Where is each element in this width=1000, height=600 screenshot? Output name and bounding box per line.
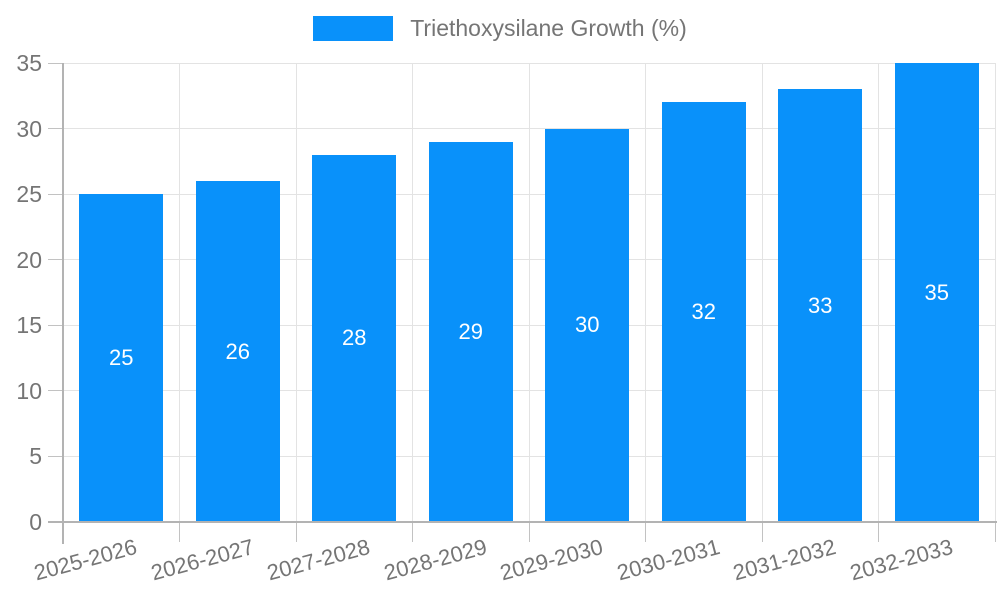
bar-value-label: 29 (458, 318, 483, 344)
bar[interactable]: 35 (894, 63, 979, 522)
y-axis-tick (48, 193, 63, 195)
bar-value-label: 26 (225, 338, 250, 364)
y-tick-label: 25 (16, 181, 42, 208)
bar-value-label: 32 (691, 299, 716, 325)
v-gridline (528, 63, 530, 522)
legend: Triethoxysilane Growth (%) (0, 15, 1000, 42)
y-axis-tick (48, 259, 63, 261)
y-tick-label: 35 (16, 50, 42, 76)
bar[interactable]: 26 (195, 181, 280, 522)
y-tick-label: 5 (29, 443, 42, 470)
bar[interactable]: 30 (545, 128, 630, 522)
bar-value-label: 35 (924, 279, 949, 305)
x-axis-tick (179, 522, 180, 542)
x-axis-tick (528, 522, 530, 542)
bar[interactable]: 33 (778, 89, 863, 522)
x-axis-tick (761, 522, 763, 542)
v-gridline (878, 63, 879, 522)
v-gridline (412, 63, 413, 522)
x-axis-tick (994, 522, 996, 542)
x-axis-tick (412, 522, 413, 542)
bar[interactable]: 32 (661, 102, 746, 522)
v-gridline (645, 63, 646, 522)
v-gridline (179, 63, 180, 522)
y-tick-label: 15 (16, 312, 42, 339)
x-axis-line (48, 521, 997, 523)
v-gridline (994, 63, 996, 522)
y-axis-tick (48, 62, 63, 64)
y-axis-tick (48, 128, 63, 130)
y-tick-label: 30 (16, 115, 42, 142)
x-axis-tick (295, 522, 297, 542)
y-tick-label: 0 (29, 509, 42, 535)
x-axis-tick (645, 522, 646, 542)
bar-value-label: 25 (109, 345, 134, 371)
bar[interactable]: 28 (312, 154, 397, 522)
y-tick-label: 10 (16, 377, 42, 404)
y-axis-line (62, 63, 64, 544)
bar-value-label: 28 (342, 325, 367, 351)
x-axis-tick (878, 522, 879, 542)
y-axis-tick (48, 390, 63, 392)
v-gridline (761, 63, 763, 522)
bar-value-label: 33 (808, 292, 833, 318)
legend-label: Triethoxysilane Growth (%) (410, 15, 687, 41)
plot-area: 0 5 10 15 20 25 30 35 25 26 28 29 30 32 33 35 2025-2026 2… (16, 51, 997, 585)
bar[interactable]: 29 (428, 141, 513, 522)
y-tick-label: 20 (16, 246, 42, 273)
bar-value-label: 30 (575, 312, 600, 338)
y-axis-tick (48, 455, 63, 457)
legend-swatch (313, 16, 394, 41)
y-axis-tick (48, 324, 63, 326)
v-gridline (295, 63, 297, 522)
bar[interactable]: 25 (79, 194, 164, 522)
